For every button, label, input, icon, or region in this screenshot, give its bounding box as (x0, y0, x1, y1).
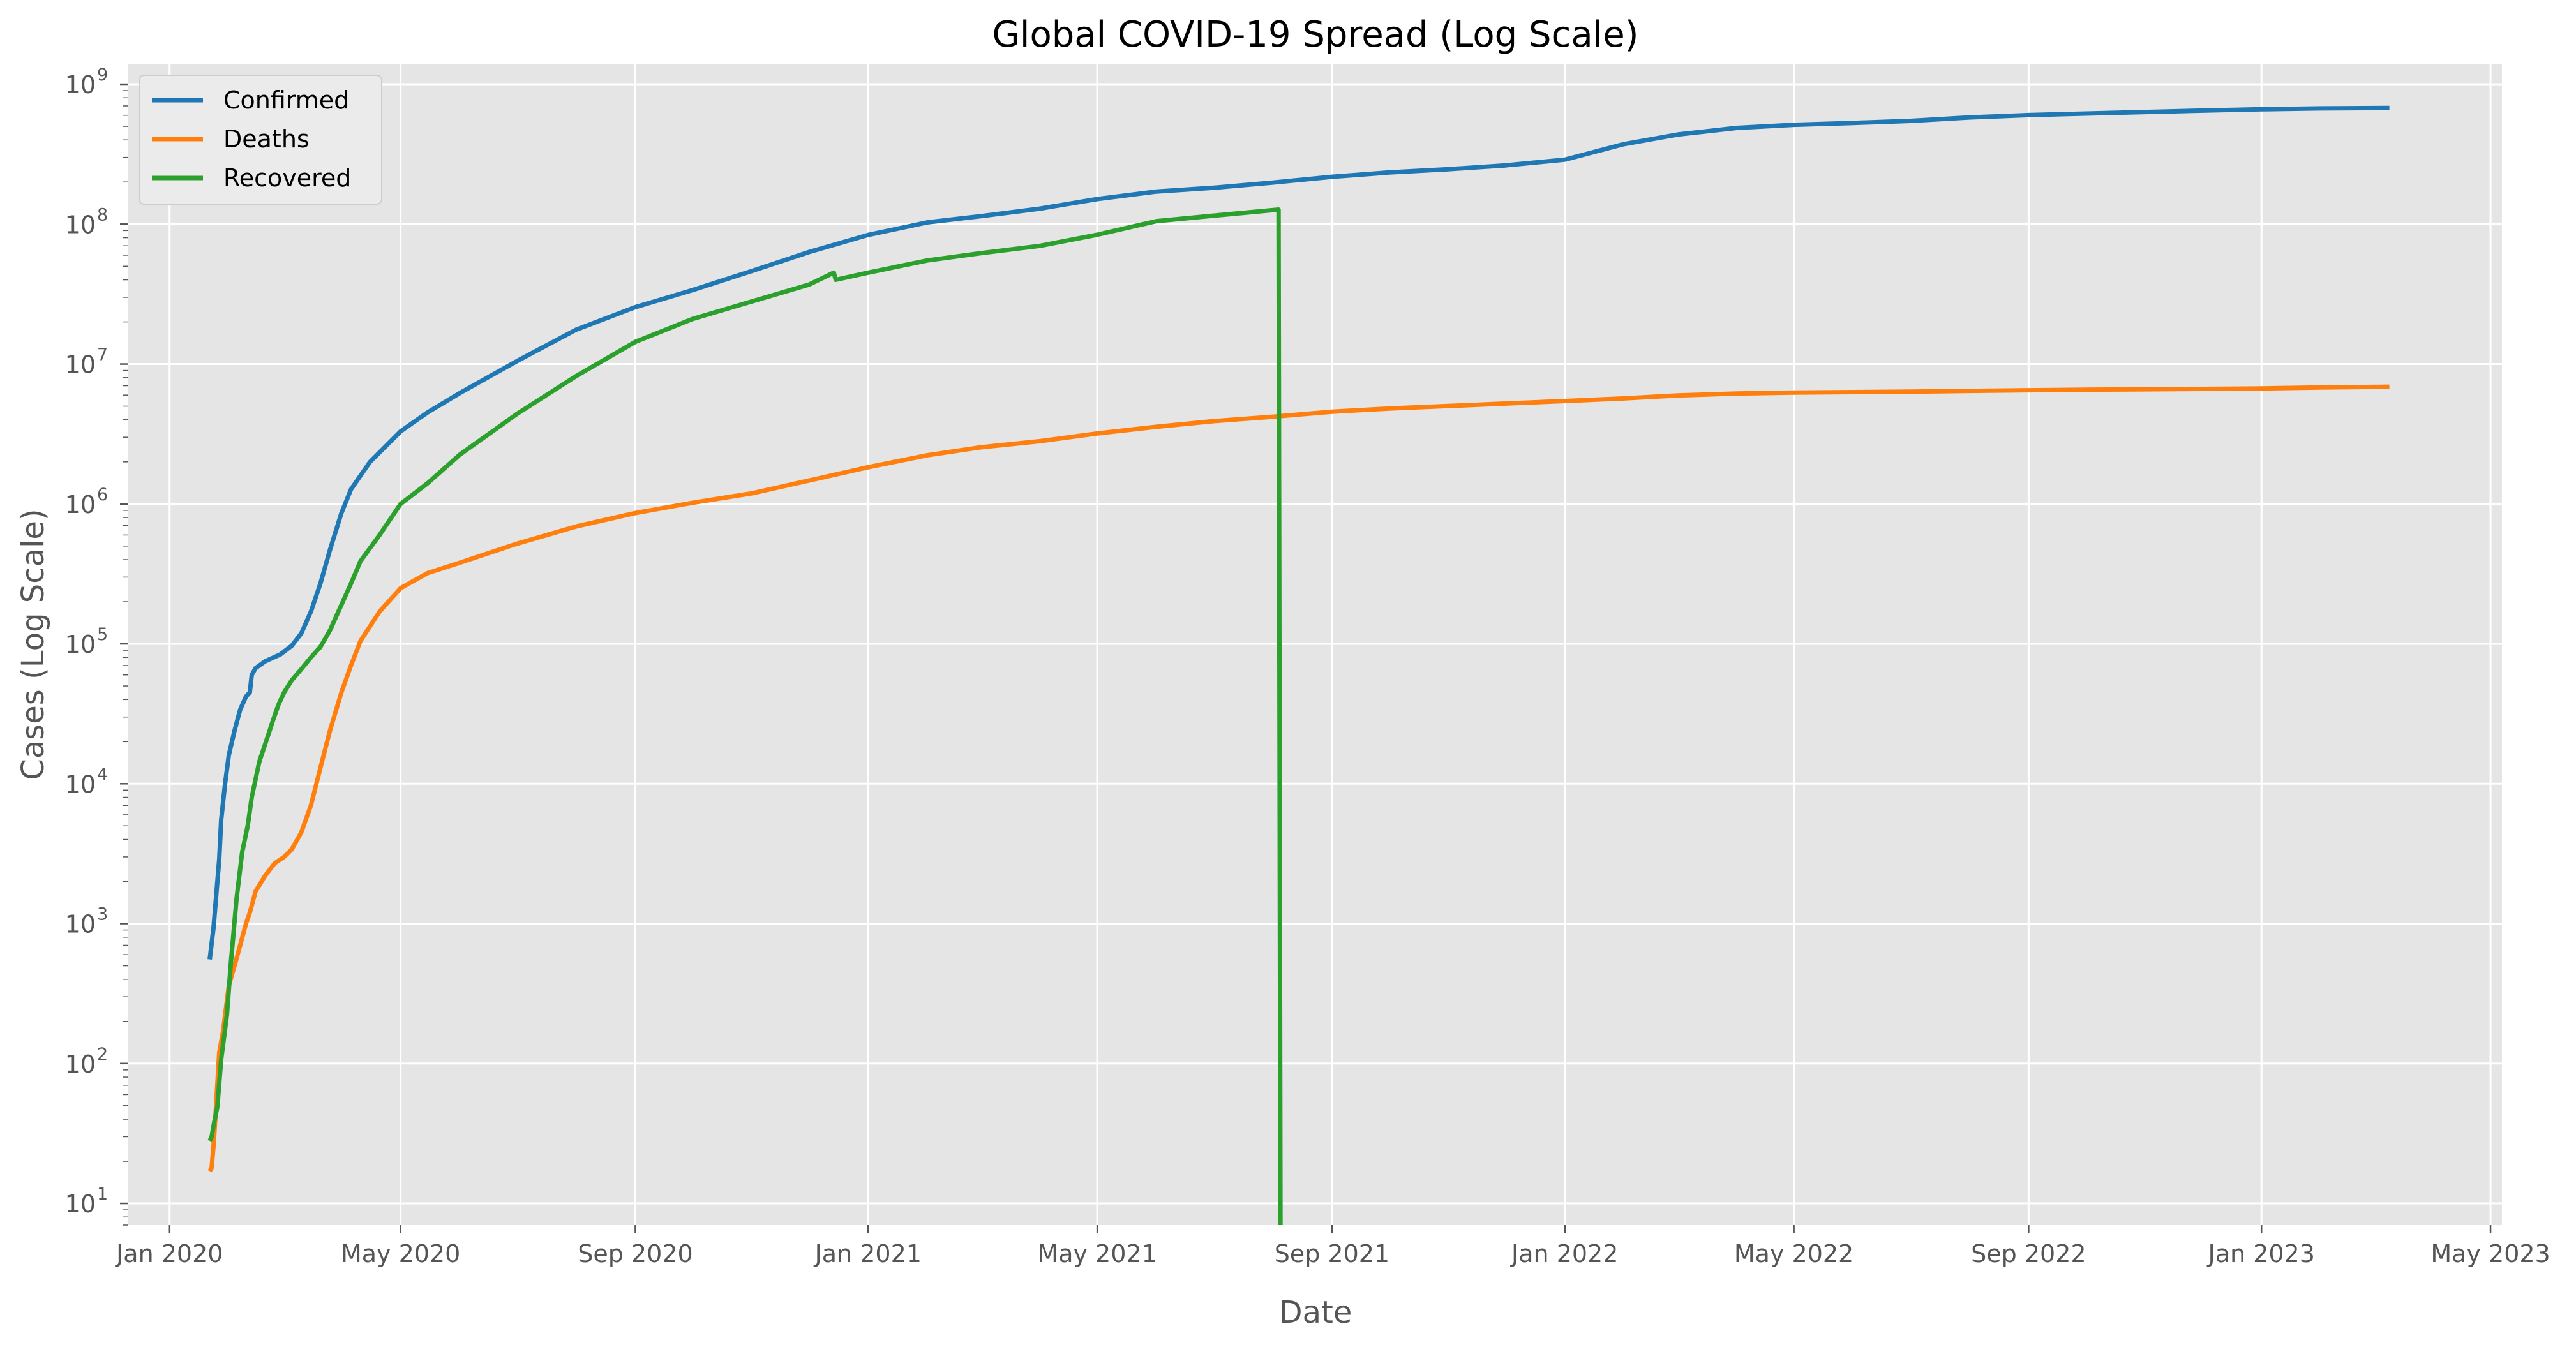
y-tick-exponent: 5 (97, 625, 108, 644)
y-tick-label: 10 (65, 630, 96, 659)
x-tick-label: Sep 2022 (1971, 1240, 2086, 1268)
y-tick-label: 10 (65, 770, 96, 798)
y-tick-label: 10 (65, 491, 96, 519)
y-tick-label: 10 (65, 1050, 96, 1078)
x-axis-label: Date (1279, 1295, 1352, 1330)
x-tick-label: May 2022 (1734, 1240, 1853, 1268)
y-tick-label: 10 (65, 1190, 96, 1218)
legend-label-deaths: Deaths (223, 125, 310, 153)
series-lines (207, 105, 2390, 1225)
y-tick-exponent: 9 (97, 65, 108, 85)
x-tick-label: Jan 2021 (814, 1240, 922, 1268)
legend-box (139, 75, 382, 205)
x-tick-label: May 2023 (2430, 1240, 2550, 1268)
series-line-deaths (207, 384, 2390, 1173)
legend-label-recovered: Recovered (223, 164, 351, 192)
y-tick-label: 10 (65, 71, 96, 99)
chart-title: Global COVID-19 Spread (Log Scale) (992, 14, 1638, 56)
y-tick-exponent: 4 (97, 764, 108, 784)
x-tick-label: Jan 2020 (115, 1240, 223, 1268)
y-tick-exponent: 7 (97, 345, 108, 365)
legend: Confirmed Deaths Recovered (139, 75, 382, 205)
y-tick-label: 10 (65, 911, 96, 939)
x-tick-label: Jan 2023 (2207, 1240, 2315, 1268)
series-line-confirmed (207, 105, 2390, 960)
x-tick-label: Sep 2020 (578, 1240, 693, 1268)
y-tick-label: 10 (65, 351, 96, 379)
x-tick-label: May 2021 (1037, 1240, 1157, 1268)
x-tick-label: Sep 2021 (1275, 1240, 1389, 1268)
y-tick-exponent: 3 (97, 905, 108, 925)
grid-lines (128, 64, 2502, 1225)
legend-label-confirmed: Confirmed (223, 86, 349, 114)
x-tick-label: Jan 2022 (1510, 1240, 1618, 1268)
y-tick-exponent: 8 (97, 205, 108, 225)
series-line-recovered (207, 207, 1283, 1225)
y-tick-exponent: 2 (97, 1045, 108, 1064)
x-tick-label: May 2020 (341, 1240, 460, 1268)
y-axis-label: Cases (Log Scale) (15, 509, 51, 780)
y-tick-exponent: 1 (97, 1184, 108, 1204)
y-tick-exponent: 6 (97, 485, 108, 505)
y-tick-label: 10 (65, 211, 96, 239)
x-axis-ticks: Jan 2020 May 2020 Sep 2020 Jan 2021 May 2021… (115, 1225, 2550, 1268)
